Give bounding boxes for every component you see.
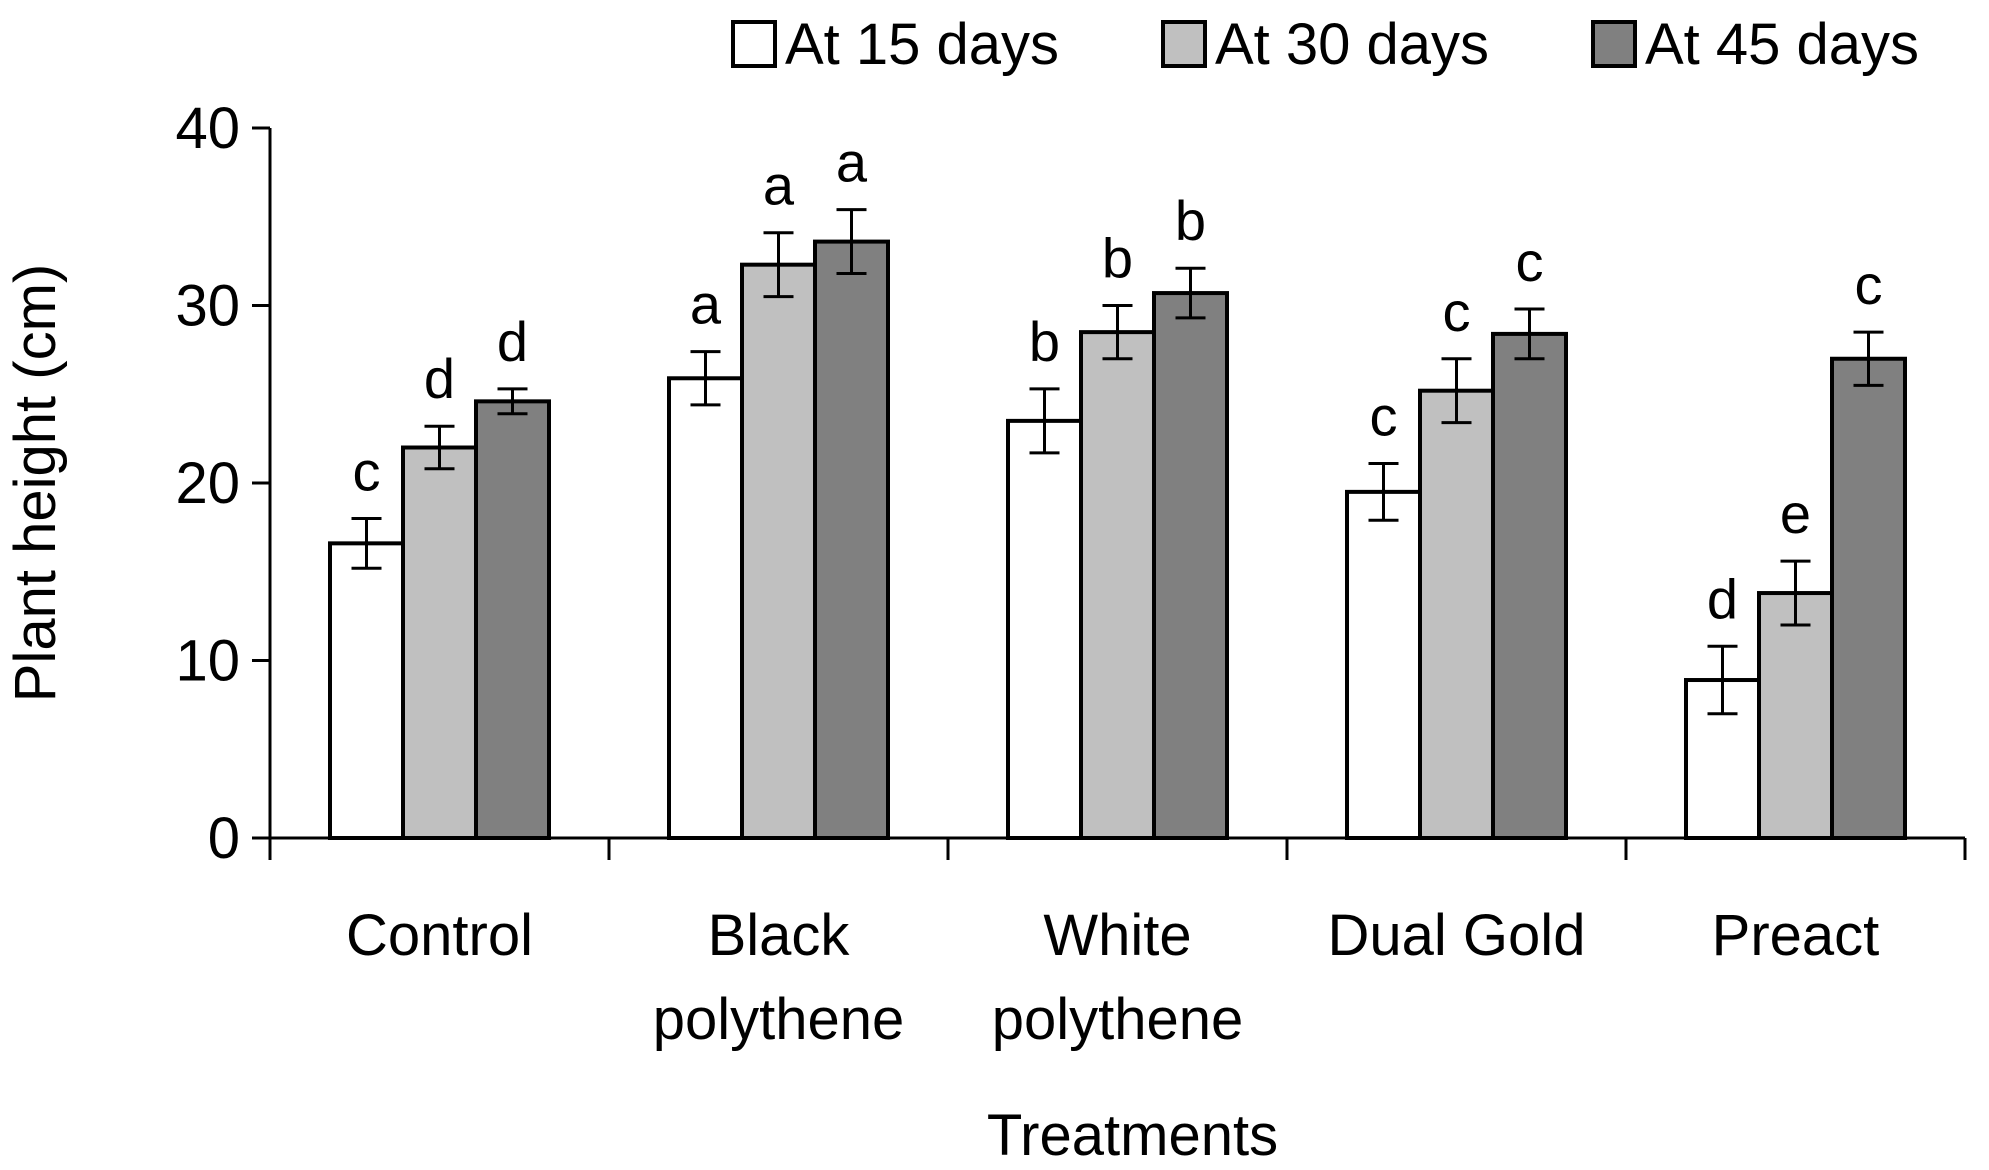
significance-letter: d: [1707, 567, 1738, 630]
bar: [1418, 388, 1495, 840]
x-category-label-line: polythene: [653, 987, 905, 1052]
x-category-label-line: Black: [708, 903, 851, 968]
x-category-label-line: Dual Gold: [1328, 903, 1586, 968]
y-tick-label: 0: [208, 806, 240, 871]
significance-letter: a: [690, 273, 722, 336]
bar: [328, 541, 405, 840]
significance-letter: c: [353, 440, 381, 503]
bar: [1079, 330, 1156, 840]
significance-letter: c: [1370, 384, 1398, 447]
significance-letter: d: [497, 310, 528, 373]
bar: [474, 399, 551, 840]
significance-letter: d: [424, 347, 455, 410]
bar: [401, 445, 478, 840]
x-axis-title: Treatments: [987, 1103, 1278, 1168]
x-category-label: Control: [346, 903, 533, 968]
legend-swatch: [1161, 20, 1207, 68]
significance-letter: c: [1516, 230, 1544, 293]
bar: [667, 376, 744, 840]
bar: [1152, 291, 1229, 840]
error-bars: [351, 208, 1884, 716]
x-category-label-line: polythene: [992, 987, 1244, 1052]
bars: [328, 239, 1907, 841]
x-category-label: Preact: [1712, 903, 1880, 968]
y-axis-title: Plant height (cm): [3, 264, 68, 702]
bar: [1345, 489, 1422, 840]
legend: At 15 days At 30 days At 45 days: [731, 12, 1919, 77]
bar: [1830, 356, 1907, 840]
legend-label: At 30 days: [1215, 12, 1489, 77]
significance-letter: b: [1102, 227, 1133, 290]
significance-letter: a: [763, 154, 795, 217]
legend-swatch: [731, 20, 777, 68]
bar: [740, 262, 817, 840]
significance-letter: e: [1780, 482, 1811, 545]
y-tick-label: 20: [175, 451, 240, 516]
legend-label: At 15 days: [785, 12, 1059, 77]
significance-letter: b: [1029, 310, 1060, 373]
y-tick-label: 40: [175, 96, 240, 161]
bar: [1491, 331, 1568, 840]
x-category-label-line: White: [1043, 903, 1191, 968]
x-category-label: Black polythene: [653, 903, 905, 1052]
x-category-label: White polythene: [992, 903, 1244, 1052]
y-tick-label: 30: [175, 274, 240, 339]
bar: [1006, 418, 1083, 840]
significance-letter: a: [836, 131, 868, 194]
legend-swatch: [1591, 20, 1637, 68]
axes: 0 10 20 30 40 Plant height (cm) Control Black po…: [3, 96, 1967, 1168]
significance-letter: c: [1443, 280, 1471, 343]
bar: [813, 239, 890, 841]
x-category-label-line: Control: [346, 903, 533, 968]
x-category-label: Dual Gold: [1328, 903, 1586, 968]
legend-label: At 45 days: [1645, 12, 1919, 77]
bar: [1757, 591, 1834, 840]
x-category-label-line: Preact: [1712, 903, 1880, 968]
y-tick-label: 10: [175, 629, 240, 694]
significance-letter: c: [1855, 253, 1883, 316]
significance-letter: b: [1175, 189, 1206, 252]
